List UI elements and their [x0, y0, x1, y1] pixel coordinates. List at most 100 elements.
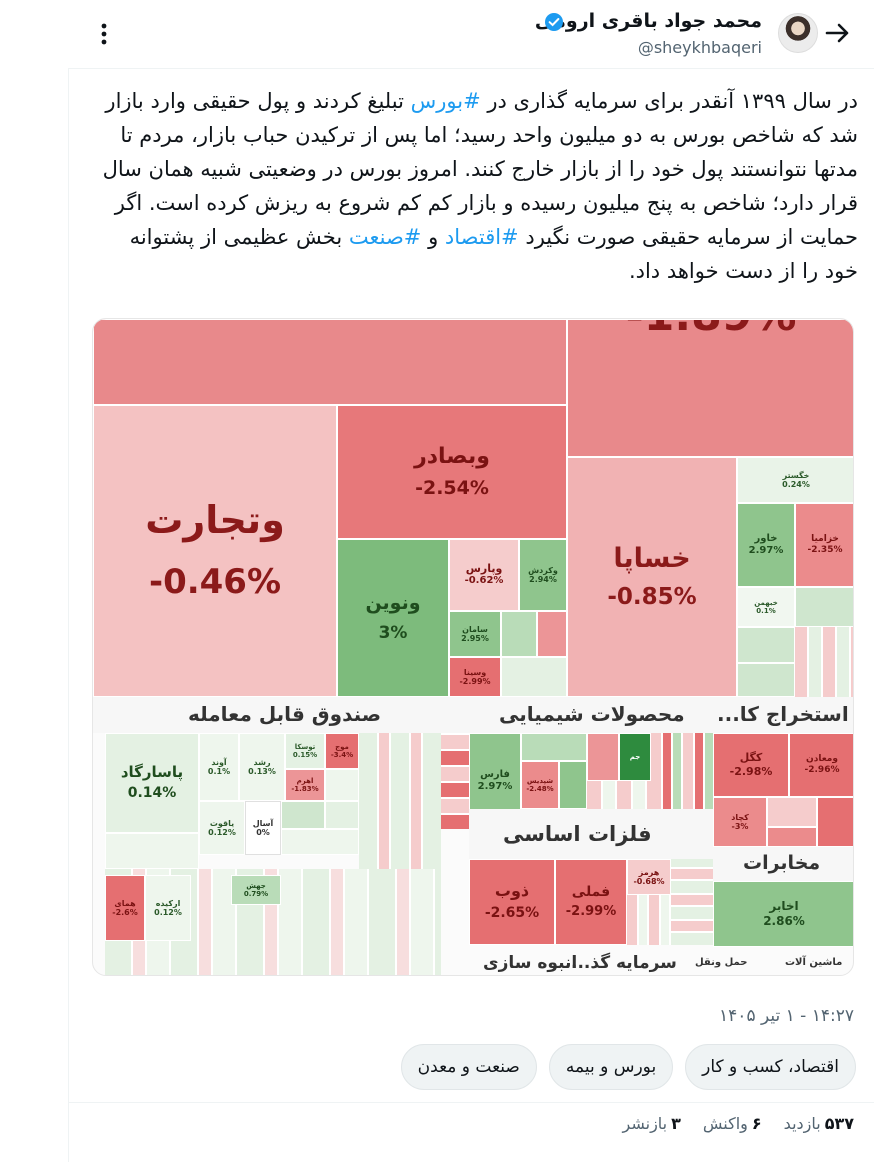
treemap-cell: وتجارت -0.46% — [93, 405, 337, 697]
treemap-cell: رشد 0.13% — [239, 733, 285, 801]
sector-label: ماشین آلات — [785, 957, 843, 968]
treemap-name: پاسارگاد — [120, 762, 184, 781]
sector-band — [713, 847, 853, 881]
treemap-name: ذوب — [494, 881, 530, 901]
treemap-name: وبصادر — [414, 443, 490, 469]
treemap-mosaic — [627, 895, 671, 945]
treemap-cell-small — [737, 663, 795, 697]
reactions-count: ۶ — [751, 1114, 762, 1133]
treemap-cell: وسینا -2.99% — [449, 657, 501, 697]
treemap-name: خبهمن — [754, 598, 778, 607]
treemap-cell-small — [281, 801, 325, 829]
sector-band — [469, 809, 713, 859]
treemap-value: -1.89% — [626, 320, 797, 343]
treemap-cell-small — [795, 587, 853, 627]
treemap-cell-top-right: -1.89% — [567, 319, 853, 457]
treemap-name: وتجارت — [145, 497, 285, 542]
left-border — [68, 68, 69, 1162]
treemap-cell: وکردش 2.94% — [519, 539, 567, 611]
treemap-value: 0.14% — [127, 785, 177, 802]
avatar[interactable] — [778, 13, 818, 53]
treemap-name: خگستر — [782, 470, 810, 480]
treemap-value: -2.99% — [459, 676, 491, 686]
treemap-value: 0.13% — [248, 766, 276, 776]
treemap-cell: جهش 0.79% — [231, 875, 281, 905]
treemap-name: ارکیده — [155, 898, 181, 908]
treemap-name: آسال — [252, 818, 274, 828]
treemap-mosaic — [795, 627, 853, 697]
treemap-cell: وپارس -0.62% — [449, 539, 519, 611]
sector-label: حمل ونقل — [695, 957, 748, 968]
treemap-name: جهش — [246, 881, 266, 890]
treemap-cell: آوند 0.1% — [199, 733, 239, 801]
treemap-value: 2.97% — [748, 544, 784, 556]
treemap-name: سامان — [462, 624, 488, 634]
treemap-value: -2.96% — [804, 764, 840, 775]
hashtag-link-bourse[interactable]: #بورس — [410, 89, 481, 113]
treemap-value: 2.94% — [529, 574, 557, 584]
treemap-name: رشد — [253, 757, 271, 767]
treemap-cell-small — [501, 657, 567, 697]
treemap-cell: جم — [619, 733, 651, 781]
tag-chip-economy[interactable]: اقتصاد، کسب و کار — [685, 1044, 856, 1090]
treemap-mosaic — [651, 733, 713, 809]
tag-chip-bourse[interactable]: بورس و بیمه — [548, 1044, 674, 1090]
reposts-stat[interactable]: ۳بازنشر — [623, 1114, 681, 1133]
treemap-value: 0.12% — [154, 907, 182, 917]
treemap-name: خزامیا — [811, 534, 839, 545]
treemap-name: کگل — [739, 751, 763, 765]
treemap-cell: ذوب -2.65% — [469, 859, 555, 945]
treemap-value: -0.46% — [148, 562, 282, 603]
sector-label: محصولات شیمیایی — [499, 702, 685, 726]
treemap-value: -1.83% — [291, 784, 319, 793]
treemap-cell: خبهمن 0.1% — [737, 587, 795, 627]
treemap-value: -2.99% — [565, 904, 617, 920]
sector-label: مخابرات — [743, 852, 821, 874]
treemap-cell-small — [767, 797, 817, 827]
treemap-cell: ونوین 3% — [337, 539, 449, 697]
stats-divider — [68, 1102, 874, 1103]
author-name[interactable]: محمد جواد باقری ارومی — [534, 10, 762, 32]
treemap-mosaic — [587, 781, 651, 809]
more-options-icon[interactable] — [92, 20, 116, 48]
hashtag-link-industry[interactable]: #صنعت — [348, 225, 422, 249]
author-handle[interactable]: @sheykhbaqeri — [637, 38, 762, 57]
treemap-cell: ومعادن -2.96% — [789, 733, 853, 797]
views-stat: ۵۳۷بازدید — [784, 1114, 854, 1133]
treemap-cell: توسکا 0.15% — [285, 733, 325, 769]
treemap-value: -0.62% — [464, 575, 504, 587]
treemap-cell-small — [281, 829, 359, 855]
treemap-value: -3% — [731, 821, 749, 831]
treemap-cell: سامان 2.95% — [449, 611, 501, 657]
post-stats: ۳بازنشر ۶واکنش ۵۳۷بازدید — [623, 1114, 854, 1133]
treemap-value: -2.65% — [484, 904, 540, 921]
treemap-cell: خزامیا -2.35% — [795, 503, 853, 587]
post-text-segment: در سال ۱۳۹۹ آنقدر برای سرمایه گذاری در — [480, 89, 858, 113]
treemap-name: کچاد — [731, 812, 749, 822]
reactions-label: واکنش — [702, 1114, 748, 1133]
treemap-name: شپدیس — [526, 776, 554, 785]
tag-chip-industry[interactable]: صنعت و معدن — [400, 1044, 537, 1090]
market-treemap-image[interactable]: -1.89% وتجارت -0.46% وبصادر -2.54% خساپا… — [92, 318, 854, 976]
reactions-stat[interactable]: ۶واکنش — [703, 1114, 762, 1133]
treemap-cell-small — [521, 733, 587, 761]
treemap-cell-small — [559, 761, 587, 809]
reposts-label: بازنشر — [622, 1114, 668, 1133]
treemap-cell: آسال 0% — [245, 801, 281, 855]
sector-label: سرمایه گذ... — [571, 953, 677, 973]
hashtag-link-economy[interactable]: #اقتصاد — [444, 225, 519, 249]
treemap-value: -2.48% — [526, 784, 554, 793]
treemap-cell: خاور 2.97% — [737, 503, 795, 587]
treemap-value: -0.68% — [633, 876, 665, 886]
treemap-cell: یاقوت 0.12% — [199, 801, 245, 855]
treemap-value: 0.12% — [208, 827, 236, 837]
treemap-value: -2.98% — [729, 764, 773, 778]
treemap-name: جم — [629, 752, 641, 761]
treemap-cell: ارکیده 0.12% — [145, 875, 191, 941]
treemap-cell: خساپا -0.85% — [567, 457, 737, 697]
post-text-segment: بخش عظیمی از پشتوانه خود را از دست خواهد… — [129, 225, 858, 283]
treemap-name: وکردش — [528, 565, 558, 575]
treemap-value: -0.85% — [607, 583, 697, 610]
treemap-value: 2.86% — [763, 913, 805, 928]
back-arrow-icon[interactable] — [822, 18, 852, 48]
